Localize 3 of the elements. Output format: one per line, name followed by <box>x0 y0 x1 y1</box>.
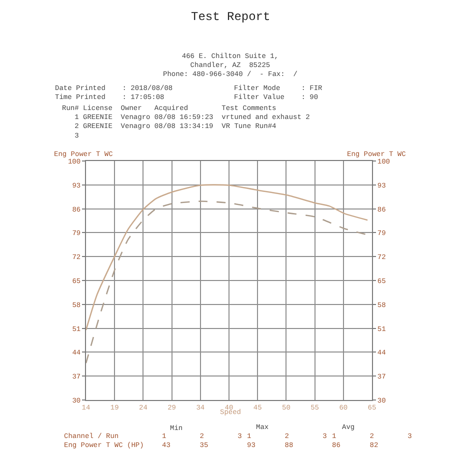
line-series <box>86 184 368 331</box>
chart-title: Test Report <box>191 10 270 24</box>
line-series <box>86 200 366 364</box>
